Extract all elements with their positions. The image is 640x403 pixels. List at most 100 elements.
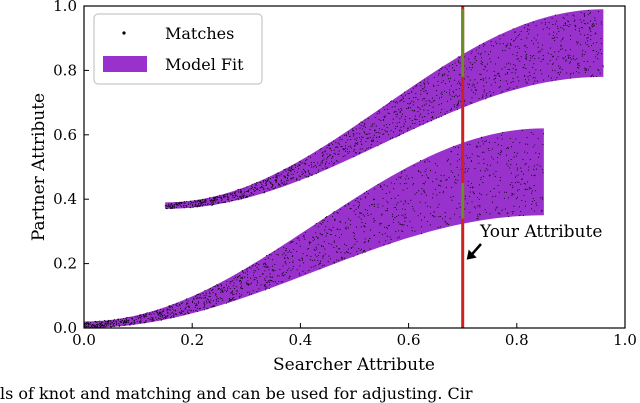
- annotation-arrow-shaft: [470, 243, 482, 256]
- match-point: [130, 323, 132, 325]
- match-point: [164, 317, 166, 319]
- match-point: [199, 294, 201, 296]
- match-point: [312, 236, 314, 238]
- match-point: [419, 123, 421, 125]
- match-point: [383, 116, 385, 119]
- match-point: [502, 50, 504, 52]
- match-point: [121, 319, 124, 321]
- match-point: [394, 197, 396, 199]
- match-point: [206, 298, 208, 300]
- match-point: [274, 264, 276, 266]
- match-point: [370, 204, 373, 206]
- match-point: [438, 116, 440, 118]
- match-point: [513, 152, 516, 154]
- match-point: [333, 211, 335, 213]
- match-point: [499, 213, 501, 215]
- match-point: [296, 237, 298, 239]
- match-point: [112, 323, 114, 325]
- match-point: [356, 241, 358, 243]
- match-point: [508, 47, 510, 49]
- match-point: [167, 308, 169, 310]
- match-point: [372, 125, 374, 127]
- match-point: [292, 268, 294, 270]
- match-point: [515, 176, 517, 178]
- y-tick-label: 0.4: [53, 190, 77, 208]
- match-point: [538, 57, 540, 59]
- match-point: [424, 86, 426, 88]
- match-point: [459, 82, 461, 84]
- match-point: [246, 196, 248, 198]
- match-point: [269, 284, 271, 286]
- match-point: [357, 205, 359, 208]
- match-point: [564, 24, 567, 26]
- match-point: [496, 43, 498, 45]
- match-point: [499, 179, 501, 181]
- match-point: [179, 304, 181, 306]
- match-point: [556, 77, 558, 79]
- match-point: [358, 202, 360, 204]
- match-point: [363, 225, 365, 227]
- match-point: [427, 78, 429, 80]
- match-point: [308, 175, 310, 177]
- match-point: [388, 224, 390, 226]
- match-point: [169, 204, 171, 206]
- legend-label-matches: Matches: [165, 24, 234, 43]
- match-point: [411, 205, 413, 208]
- match-point: [497, 184, 499, 187]
- match-point: [356, 137, 358, 139]
- match-point: [304, 238, 306, 240]
- match-point: [471, 64, 473, 66]
- match-point: [90, 325, 93, 327]
- match-point: [218, 287, 220, 290]
- match-point: [159, 315, 161, 317]
- match-point: [234, 194, 236, 196]
- match-point: [231, 291, 233, 293]
- match-point: [285, 168, 287, 170]
- match-point: [511, 181, 513, 184]
- match-point: [161, 316, 163, 318]
- match-point: [331, 157, 333, 159]
- match-point: [401, 214, 403, 216]
- match-point: [287, 173, 289, 175]
- match-point: [411, 122, 413, 125]
- match-point: [467, 180, 469, 182]
- match-point: [382, 205, 384, 207]
- match-point: [292, 260, 294, 262]
- match-point: [593, 61, 595, 63]
- match-point: [360, 139, 362, 141]
- match-point: [124, 322, 126, 324]
- match-point: [186, 310, 188, 312]
- match-point: [496, 161, 499, 163]
- match-point: [304, 163, 306, 165]
- match-point: [193, 298, 195, 300]
- match-point: [112, 325, 114, 327]
- match-point: [287, 177, 289, 179]
- match-point: [369, 248, 371, 250]
- match-point: [542, 144, 544, 146]
- match-point: [172, 311, 174, 313]
- match-point: [115, 321, 117, 323]
- match-point: [231, 200, 233, 202]
- match-point: [266, 266, 268, 268]
- match-point: [133, 321, 135, 323]
- match-point: [456, 106, 458, 108]
- x-tick-label: 0.4: [288, 331, 312, 349]
- match-point: [515, 38, 517, 40]
- match-point: [576, 43, 578, 45]
- match-point: [282, 254, 284, 256]
- match-point: [421, 99, 424, 101]
- match-point: [547, 63, 549, 65]
- match-point: [514, 31, 516, 33]
- match-point: [314, 254, 316, 256]
- match-point: [364, 123, 366, 125]
- match-point: [512, 53, 514, 56]
- match-point: [420, 226, 423, 228]
- match-point: [401, 230, 403, 232]
- match-point: [463, 78, 466, 80]
- match-point: [198, 205, 200, 207]
- match-point: [450, 170, 452, 172]
- match-point: [589, 28, 591, 30]
- match-point: [266, 276, 268, 278]
- match-point: [548, 33, 550, 35]
- match-point: [589, 12, 591, 15]
